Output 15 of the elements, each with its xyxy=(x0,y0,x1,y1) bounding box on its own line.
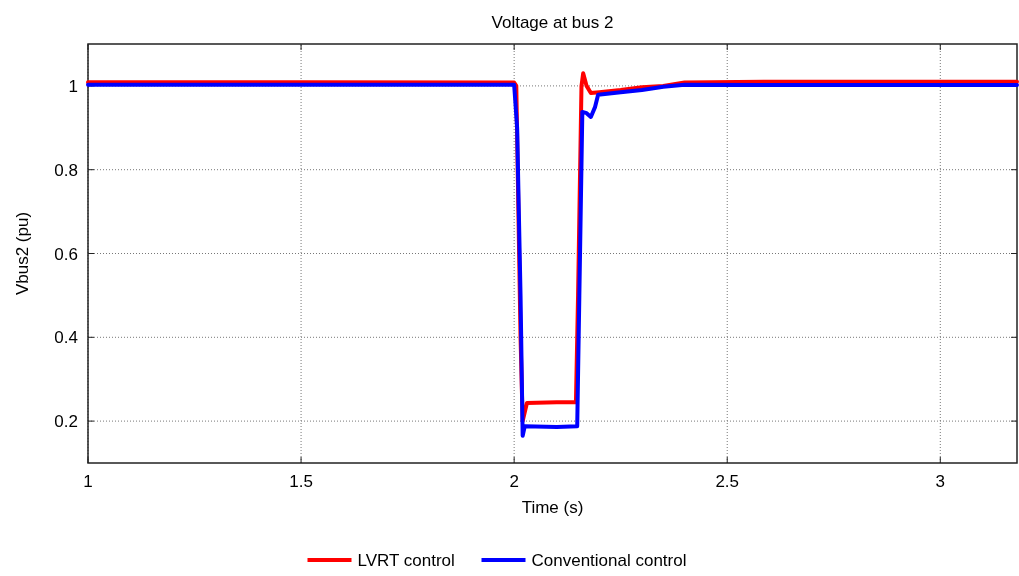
y-tick-label: 0.4 xyxy=(54,328,78,348)
y-axis-title: Vbus2 (pu) xyxy=(13,211,32,296)
x-tick-label: 1.5 xyxy=(289,472,313,491)
x-tick-label: 2.5 xyxy=(715,472,740,491)
x-tick-label: 1 xyxy=(83,472,93,491)
legend-label: LVRT control xyxy=(357,551,455,570)
y-tick-label: 0.6 xyxy=(54,244,78,264)
x-tick-label: 2 xyxy=(509,472,519,491)
legend-label: Conventional control xyxy=(531,551,687,570)
y-tick-label: 0.2 xyxy=(54,412,78,432)
y-tick-label: 1 xyxy=(68,76,78,96)
x-tick-label: 3 xyxy=(935,472,946,491)
y-tick-label: 0.8 xyxy=(54,160,78,180)
x-axis-title: Time (s) xyxy=(521,498,584,517)
chart-title: Voltage at bus 2 xyxy=(491,13,614,32)
